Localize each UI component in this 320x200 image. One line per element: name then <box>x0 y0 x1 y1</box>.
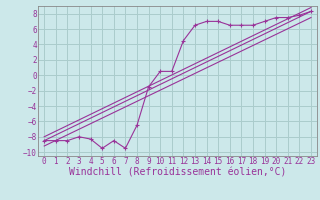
X-axis label: Windchill (Refroidissement éolien,°C): Windchill (Refroidissement éolien,°C) <box>69 168 286 178</box>
